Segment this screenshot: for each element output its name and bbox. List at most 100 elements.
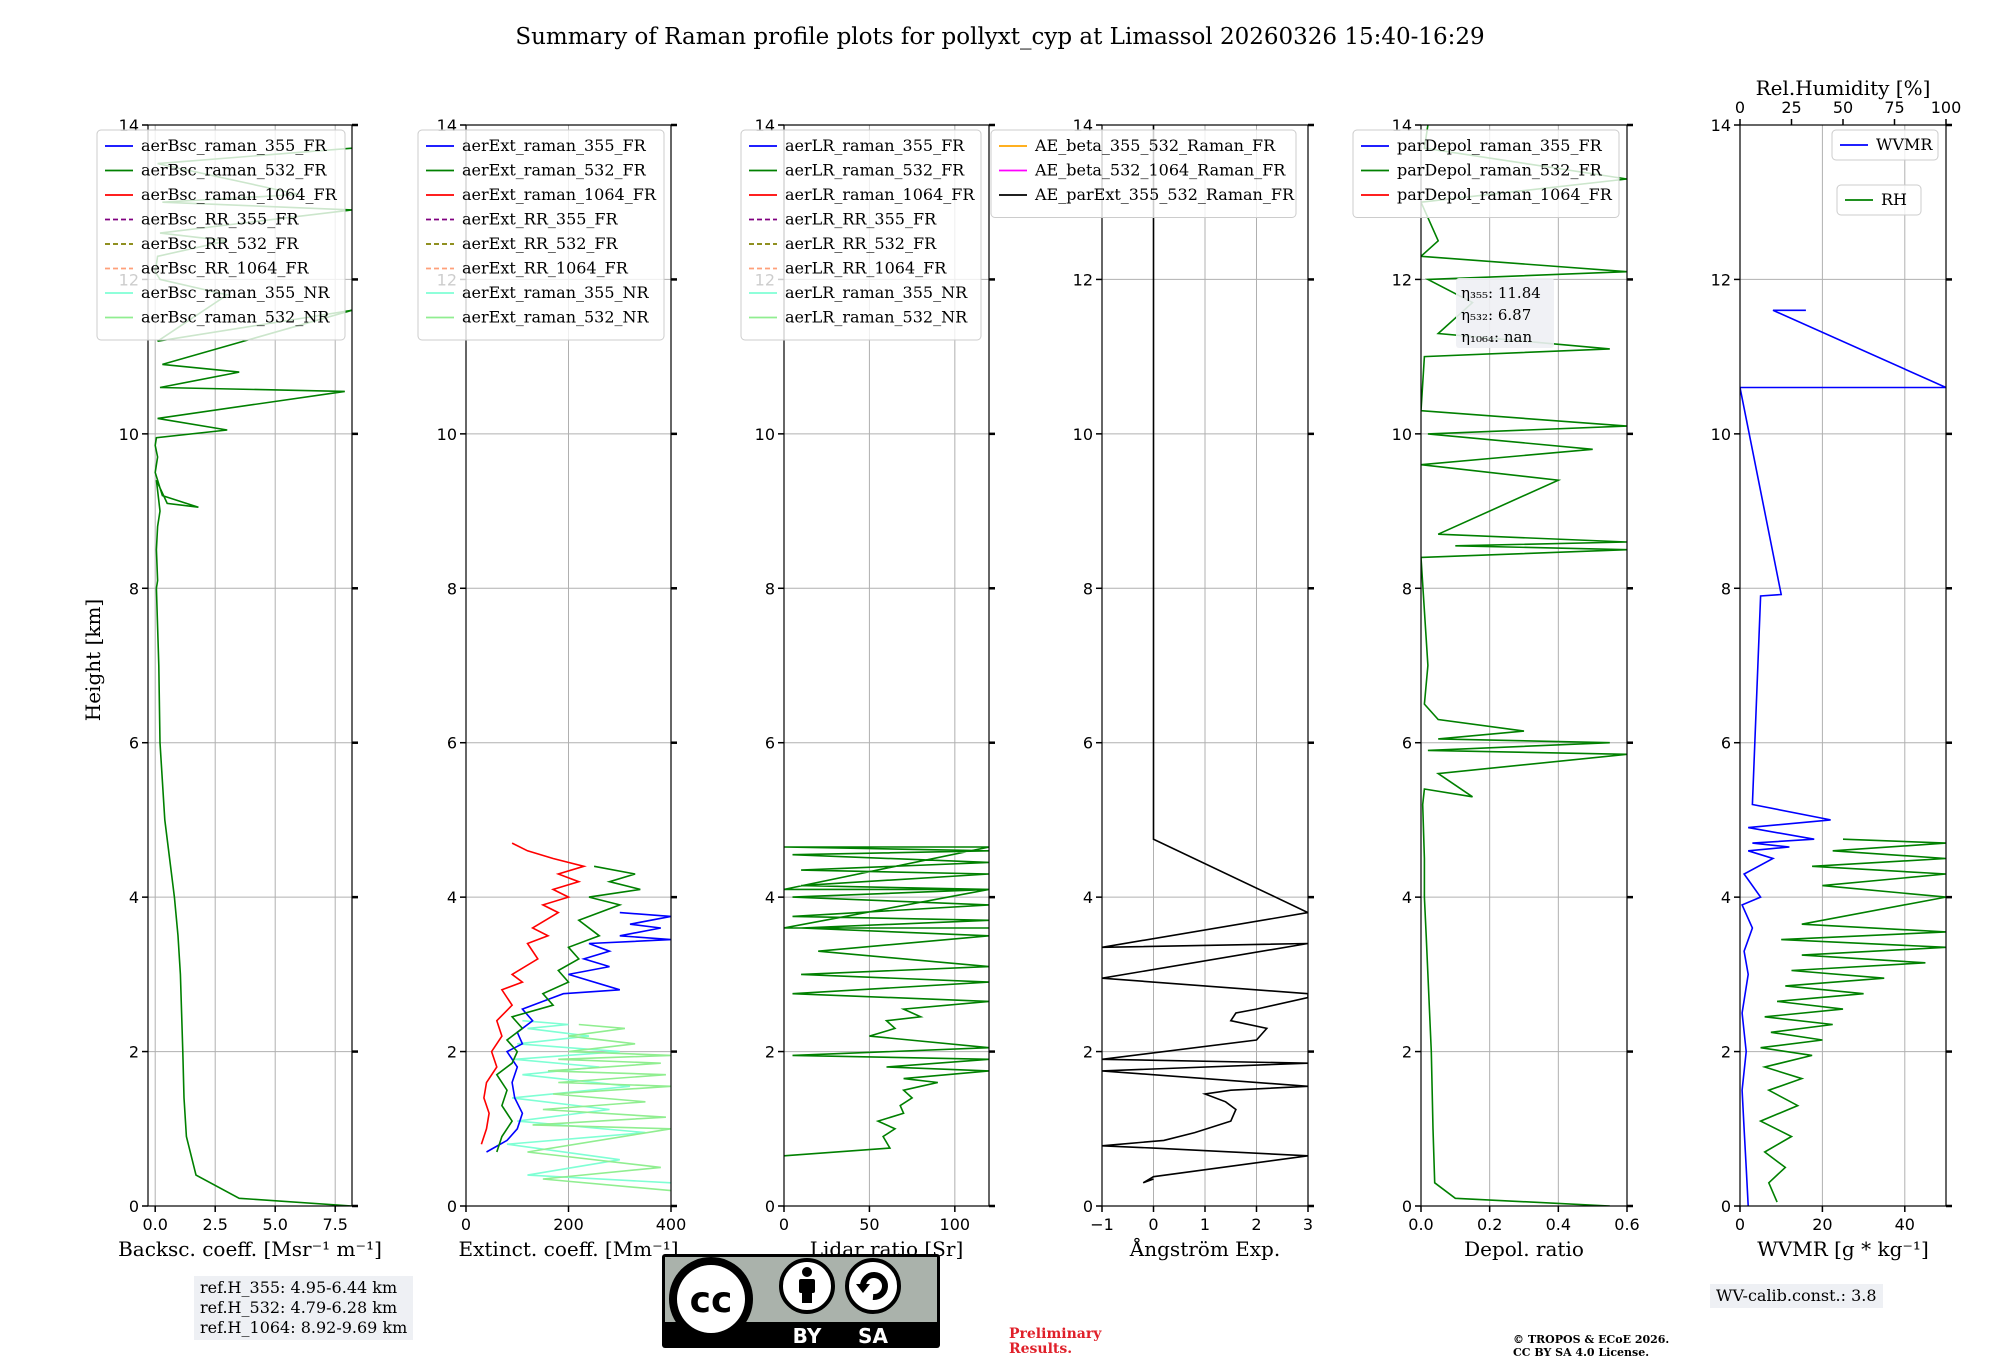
legend-label: aerLR_raman_355_FR (785, 136, 965, 155)
x-tick-label: 0.0 (1408, 1215, 1433, 1234)
x-tick-label: 40 (1895, 1215, 1915, 1234)
y-tick-label: 6 (765, 734, 775, 753)
legend-label: aerLR_RR_532_FR (785, 234, 937, 253)
eta-annotation-line: η₅₃₂: 6.87 (1461, 306, 1531, 324)
license-sa-label: SA (858, 1324, 888, 1348)
legend-box (417, 129, 665, 341)
x-tick-label: 5.0 (262, 1215, 287, 1234)
y-tick-label: 4 (447, 888, 457, 907)
series-group (784, 846, 989, 1157)
y-tick-label: 12 (1711, 270, 1731, 289)
y-tick-label: 14 (1711, 116, 1731, 135)
panel-lr: 02468101214050100Lidar ratio [Sr]aerLR_r… (740, 116, 995, 1261)
y-tick-label: 6 (129, 734, 139, 753)
legend-label: aerExt_raman_532_FR (462, 161, 647, 180)
eta-annotation-box (1456, 278, 1554, 348)
legend-label: AE_beta_355_532_Raman_FR (1034, 136, 1276, 155)
x-tick-label: 100 (940, 1215, 971, 1234)
y-tick-label: 2 (765, 1043, 775, 1062)
y-tick-label: 6 (447, 734, 457, 753)
y-tick-label: 8 (765, 579, 775, 598)
preliminary-line-2: Results. (1009, 1341, 1073, 1357)
figure-title: Summary of Raman profile plots for polly… (515, 24, 1484, 50)
series-line-WVMR (1740, 309, 1946, 1206)
y-tick-label: 2 (129, 1043, 139, 1062)
y-tick-label: 8 (1721, 579, 1731, 598)
x-tick-label: −1 (1090, 1215, 1114, 1234)
x-tick-label: 0.6 (1614, 1215, 1639, 1234)
x-tick-label: 0 (1148, 1215, 1158, 1234)
y-tick-label: 8 (129, 579, 139, 598)
wv-calibration-box: WV-calib.const.: 3.8 (1710, 1284, 1883, 1308)
x-axis-label: Backsc. coeff. [Msr⁻¹ m⁻¹] (118, 1237, 382, 1261)
x-axis-label: WVMR [g * kg⁻¹] (1757, 1237, 1929, 1261)
x-axis-label: Ångström Exp. (1129, 1236, 1280, 1261)
series-group (1421, 125, 1627, 1206)
x-tick-label: 0 (461, 1215, 471, 1234)
eta-annotation-line: η₁₀₆₄: nan (1461, 328, 1532, 346)
x-tick-label: 400 (656, 1215, 687, 1234)
axes-frame (147, 124, 353, 1207)
legend-label: aerBsc_raman_532_FR (141, 161, 327, 180)
ref-height-355: ref.H_355: 4.95-6.44 km (200, 1278, 398, 1297)
y-tick-label: 12 (1073, 270, 1093, 289)
y-tick-label: 10 (1711, 425, 1731, 444)
y-tick-label: 4 (1083, 888, 1093, 907)
y-tick-label: 0 (1402, 1197, 1412, 1216)
y-tick-label: 8 (1083, 579, 1093, 598)
y-tick-label: 4 (129, 888, 139, 907)
legend-label: AE_parExt_355_532_Raman_FR (1034, 185, 1295, 204)
top-x-tick-label: 25 (1781, 98, 1801, 117)
legend-label: aerBsc_raman_532_NR (141, 308, 330, 327)
legend-label: aerBsc_raman_355_FR (141, 136, 327, 155)
x-tick-label: 2.5 (202, 1215, 227, 1234)
legend-label: aerLR_RR_355_FR (785, 210, 937, 229)
cc-license-badge: cc BY SA (662, 1254, 940, 1348)
x-axis-label: Extinct. coeff. [Mm⁻¹] (458, 1237, 678, 1261)
legend-box (1836, 184, 1922, 216)
x-tick-label: 0 (779, 1215, 789, 1234)
axes-frame (783, 124, 990, 1207)
legend-label: RH (1881, 190, 1907, 209)
top-x-tick-label: 75 (1884, 98, 1904, 117)
panel-ext: 024681012140200400Extinct. coeff. [Mm⁻¹]… (417, 116, 687, 1261)
legend-label: parDepol_raman_532_FR (1397, 161, 1603, 180)
legend-label: aerExt_RR_1064_FR (462, 259, 629, 278)
legend-box (990, 129, 1297, 218)
legend-label: aerBsc_RR_532_FR (141, 234, 299, 253)
cc-logo-text: cc (690, 1280, 733, 1321)
legend-label: aerLR_raman_1064_FR (785, 185, 975, 204)
series-line-aerExt_raman_1064_FR (480, 842, 587, 1145)
y-tick-label: 8 (1402, 579, 1412, 598)
legend-box (96, 129, 346, 341)
y-axis-label: Height [km] (81, 599, 105, 721)
legend-label: aerBsc_raman_1064_FR (141, 185, 338, 204)
axes-frame (1739, 124, 1947, 1207)
copyright-line-2: CC BY SA 4.0 License. (1513, 1346, 1650, 1359)
series-group (1102, 125, 1308, 1184)
legend-label: aerLR_raman_532_NR (785, 308, 968, 327)
y-tick-label: 2 (447, 1043, 457, 1062)
x-tick-label: 0.2 (1477, 1215, 1502, 1234)
legend-label: parDepol_raman_355_FR (1397, 136, 1603, 155)
top-x-tick-label: 100 (1931, 98, 1962, 117)
y-tick-label: 0 (1721, 1197, 1731, 1216)
y-tick-label: 0 (447, 1197, 457, 1216)
legend-label: aerLR_raman_355_NR (785, 283, 968, 302)
y-tick-label: 4 (765, 888, 775, 907)
legend-label: aerExt_raman_355_NR (462, 283, 650, 302)
series-line-aerExt_raman_532_NR (527, 1023, 671, 1192)
legend-label: aerBsc_RR_355_FR (141, 210, 299, 229)
y-tick-label: 6 (1402, 734, 1412, 753)
series-line-RH (1758, 838, 1946, 1203)
y-tick-label: 6 (1721, 734, 1731, 753)
y-tick-label: 10 (119, 425, 139, 444)
legend-label: aerExt_raman_1064_FR (462, 185, 657, 204)
wv-calibration-constant: WV-calib.const.: 3.8 (1716, 1286, 1877, 1305)
x-tick-label: 0.0 (142, 1215, 167, 1234)
x-tick-label: 1 (1200, 1215, 1210, 1234)
